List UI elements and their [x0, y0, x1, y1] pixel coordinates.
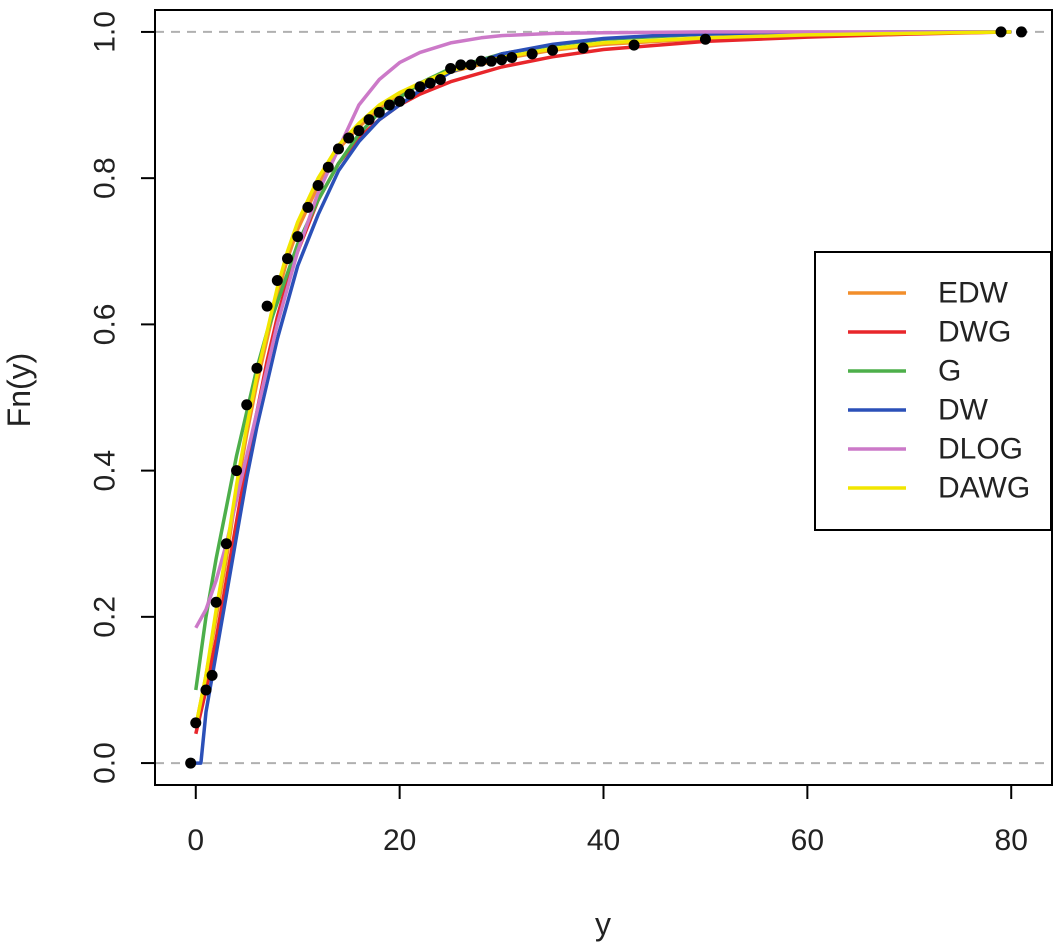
y-axis-label: Fn(y): [1, 353, 37, 428]
empirical-point: [200, 684, 212, 696]
empirical-point: [995, 26, 1007, 38]
empirical-point: [210, 596, 222, 608]
empirical-point: [332, 143, 344, 155]
empirical-point: [424, 77, 436, 89]
empirical-point: [343, 132, 355, 144]
empirical-point: [206, 669, 218, 681]
legend-label: DWG: [938, 316, 1011, 349]
empirical-point: [282, 253, 294, 265]
empirical-point: [373, 106, 385, 118]
empirical-point: [220, 538, 232, 550]
empirical-points: [185, 26, 1027, 769]
empirical-point: [241, 399, 253, 411]
empirical-point: [547, 44, 559, 56]
series-layer: [194, 30, 1012, 765]
x-tick-label: 40: [587, 824, 620, 857]
legend-box: [814, 251, 1052, 531]
y-tick-label: 1.0: [89, 11, 122, 53]
legend-label: DLOG: [938, 433, 1023, 466]
empirical-point: [526, 48, 538, 60]
y-tick-label: 0.8: [89, 157, 122, 199]
empirical-point: [506, 52, 518, 64]
x-axis: 0 20 40 60 80: [187, 784, 1028, 857]
legend-item-edw: EDW: [848, 277, 1009, 310]
x-tick-label: 0: [187, 824, 204, 857]
empirical-point: [699, 33, 711, 45]
legend-item-dwg: DWG: [848, 316, 1011, 349]
legend-label: DW: [938, 394, 989, 427]
legend-label: EDW: [938, 277, 1009, 310]
series-line-dw: [195, 30, 1012, 765]
legend-item-g: G: [848, 355, 961, 388]
x-axis-label: y: [595, 906, 611, 942]
y-tick-label: 0.6: [89, 304, 122, 346]
empirical-point: [261, 300, 273, 312]
empirical-point: [465, 59, 477, 71]
empirical-point: [404, 88, 416, 100]
empirical-point: [292, 231, 304, 243]
empirical-point: [383, 99, 395, 111]
x-tick-label: 20: [383, 824, 416, 857]
empirical-point: [353, 125, 365, 137]
empirical-point: [302, 201, 314, 213]
empirical-point: [496, 54, 508, 66]
empirical-point: [445, 62, 457, 74]
empirical-point: [414, 81, 426, 93]
empirical-point: [475, 55, 487, 67]
legend-item-dw: DW: [848, 394, 989, 427]
legend-item-dawg: DAWG: [848, 472, 1030, 505]
y-tick-label: 0.2: [89, 596, 122, 638]
empirical-point: [455, 59, 467, 71]
y-axis: 0.0 0.2 0.4 0.6 0.8 1.0: [89, 11, 156, 784]
empirical-point: [271, 275, 283, 287]
empirical-point: [185, 757, 197, 769]
empirical-point: [485, 55, 497, 67]
x-tick-label: 60: [791, 824, 824, 857]
legend-item-dlog: DLOG: [848, 433, 1023, 466]
empirical-point: [577, 42, 589, 54]
empirical-point: [363, 114, 375, 126]
empirical-point: [190, 717, 202, 729]
legend-label: G: [938, 355, 961, 388]
empirical-point: [231, 465, 243, 477]
legend-label: DAWG: [938, 472, 1030, 505]
empirical-point: [251, 362, 263, 374]
y-tick-label: 0.4: [89, 450, 122, 492]
legend: EDW DWG G DW DLOG DAWG: [814, 251, 1052, 531]
y-tick-label: 0.0: [89, 742, 122, 784]
empirical-point: [312, 179, 324, 191]
empirical-point: [394, 95, 406, 107]
empirical-point: [322, 161, 334, 173]
empirical-point: [434, 73, 446, 85]
empirical-point: [628, 39, 640, 51]
empirical-point: [1015, 26, 1027, 38]
x-tick-label: 80: [995, 824, 1028, 857]
series-line-dlog: [194, 30, 1012, 629]
